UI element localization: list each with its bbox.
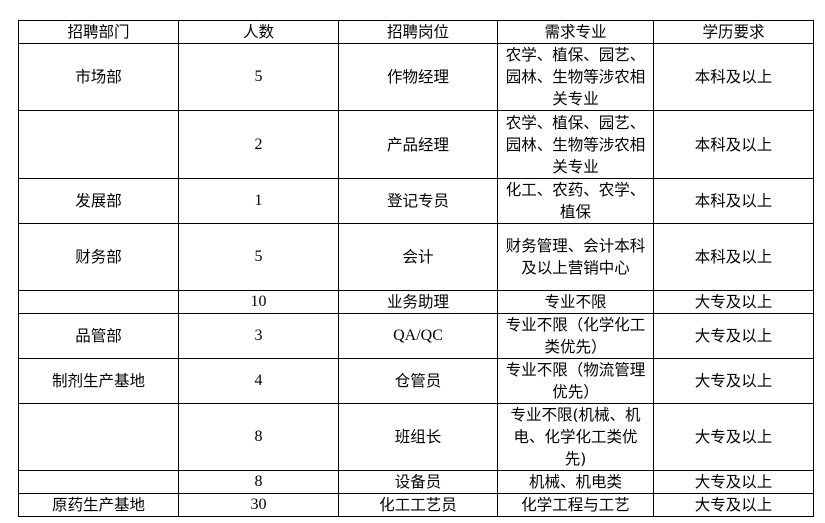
position-cell: 业务助理 [338,290,498,314]
header-row: 招聘部门 人数 招聘岗位 需求专业 学历要求 [18,20,814,44]
count-cell: 2 [178,110,339,179]
table-row: 品管部 3 QA/QC 专业不限（化学化工类优先） 大专及以上 [18,313,814,359]
education-cell: 大专及以上 [653,493,814,517]
major-cell: 专业不限(机械、机电、化学化工类优先) [497,403,654,471]
count-cell: 5 [178,43,339,111]
position-cell: 登记专员 [338,178,498,224]
count-cell: 30 [178,493,339,517]
dept-cell [18,110,179,179]
table-row: 制剂生产基地 4 仓管员 专业不限（物流管理优先） 大专及以上 [18,358,814,404]
position-cell: 会计 [338,223,498,291]
education-cell: 大专及以上 [653,290,814,314]
header-position: 招聘岗位 [338,20,498,44]
header-education: 学历要求 [653,20,814,44]
position-cell: 产品经理 [338,110,498,179]
position-cell: 设备员 [338,470,498,494]
dept-cell: 制剂生产基地 [18,358,179,404]
count-cell: 10 [178,290,339,314]
dept-cell [18,470,179,494]
major-cell: 化工、农药、农学、植保 [497,178,654,224]
count-cell: 8 [178,403,339,471]
recruitment-table: 招聘部门 人数 招聘岗位 需求专业 学历要求 市场部 5 作物经理 农学、植保、园艺、… [18,20,814,517]
major-cell: 财务管理、会计本科及以上营销中心 [497,223,654,291]
dept-cell: 发展部 [18,178,179,224]
dept-cell [18,403,179,471]
education-cell: 大专及以上 [653,358,814,404]
dept-cell [18,290,179,314]
header-count: 人数 [178,20,339,44]
count-cell: 5 [178,223,339,291]
table-row: 原药生产基地 30 化工工艺员 化学工程与工艺 大专及以上 [18,493,814,517]
table-row: 2 产品经理 农学、植保、园艺、园林、生物等涉农相关专业 本科及以上 [18,110,814,179]
education-cell: 大专及以上 [653,313,814,359]
count-cell: 3 [178,313,339,359]
header-major: 需求专业 [497,20,654,44]
education-cell: 大专及以上 [653,470,814,494]
position-cell: 化工工艺员 [338,493,498,517]
education-cell: 本科及以上 [653,178,814,224]
table-row: 发展部 1 登记专员 化工、农药、农学、植保 本科及以上 [18,178,814,224]
major-cell: 化学工程与工艺 [497,493,654,517]
major-cell: 专业不限 [497,290,654,314]
header-dept: 招聘部门 [18,20,179,44]
dept-cell: 原药生产基地 [18,493,179,517]
major-cell: 机械、机电类 [497,470,654,494]
table-row: 8 设备员 机械、机电类 大专及以上 [18,470,814,494]
table-row: 10 业务助理 专业不限 大专及以上 [18,290,814,314]
position-cell: 作物经理 [338,43,498,111]
count-cell: 8 [178,470,339,494]
count-cell: 1 [178,178,339,224]
education-cell: 本科及以上 [653,223,814,291]
major-cell: 农学、植保、园艺、园林、生物等涉农相关专业 [497,110,654,179]
table-row: 财务部 5 会计 财务管理、会计本科及以上营销中心 本科及以上 [18,223,814,291]
table-row: 8 班组长 专业不限(机械、机电、化学化工类优先) 大专及以上 [18,403,814,471]
education-cell: 本科及以上 [653,110,814,179]
education-cell: 本科及以上 [653,43,814,111]
dept-cell: 财务部 [18,223,179,291]
table-row: 市场部 5 作物经理 农学、植保、园艺、园林、生物等涉农相关专业 本科及以上 [18,43,814,111]
major-cell: 专业不限（物流管理优先） [497,358,654,404]
position-cell: QA/QC [338,313,498,359]
count-cell: 4 [178,358,339,404]
dept-cell: 品管部 [18,313,179,359]
position-cell: 班组长 [338,403,498,471]
education-cell: 大专及以上 [653,403,814,471]
dept-cell: 市场部 [18,43,179,111]
position-cell: 仓管员 [338,358,498,404]
major-cell: 农学、植保、园艺、园林、生物等涉农相关专业 [497,43,654,111]
major-cell: 专业不限（化学化工类优先） [497,313,654,359]
